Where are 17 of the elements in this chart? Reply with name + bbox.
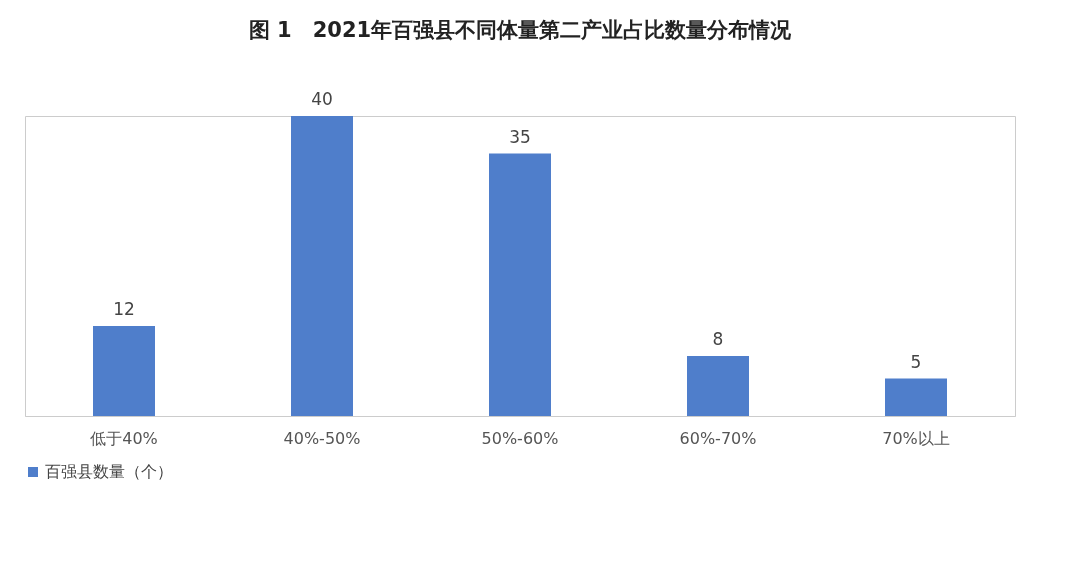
- data-label: 8: [712, 329, 724, 349]
- chart-title: 图 1 2021年百强县不同体量第二产业占比数量分布情况: [248, 18, 793, 42]
- x-tick-label: 50%-60%: [481, 428, 559, 448]
- legend-label: 百强县数量（个）: [45, 462, 173, 481]
- bar: [687, 356, 749, 416]
- data-label: 35: [509, 126, 531, 147]
- data-label: 12: [113, 299, 135, 319]
- bar: [489, 153, 551, 416]
- bar: [291, 116, 353, 416]
- x-tick-label: 70%以上: [882, 428, 950, 448]
- bar: [885, 378, 947, 416]
- x-tick-label: 低于40%: [90, 428, 158, 448]
- x-tick-label: 40%-50%: [283, 428, 361, 448]
- data-label: 5: [910, 351, 922, 372]
- bar: [93, 326, 155, 416]
- data-label: 40: [311, 89, 333, 109]
- x-tick-label: 60%-70%: [679, 428, 757, 448]
